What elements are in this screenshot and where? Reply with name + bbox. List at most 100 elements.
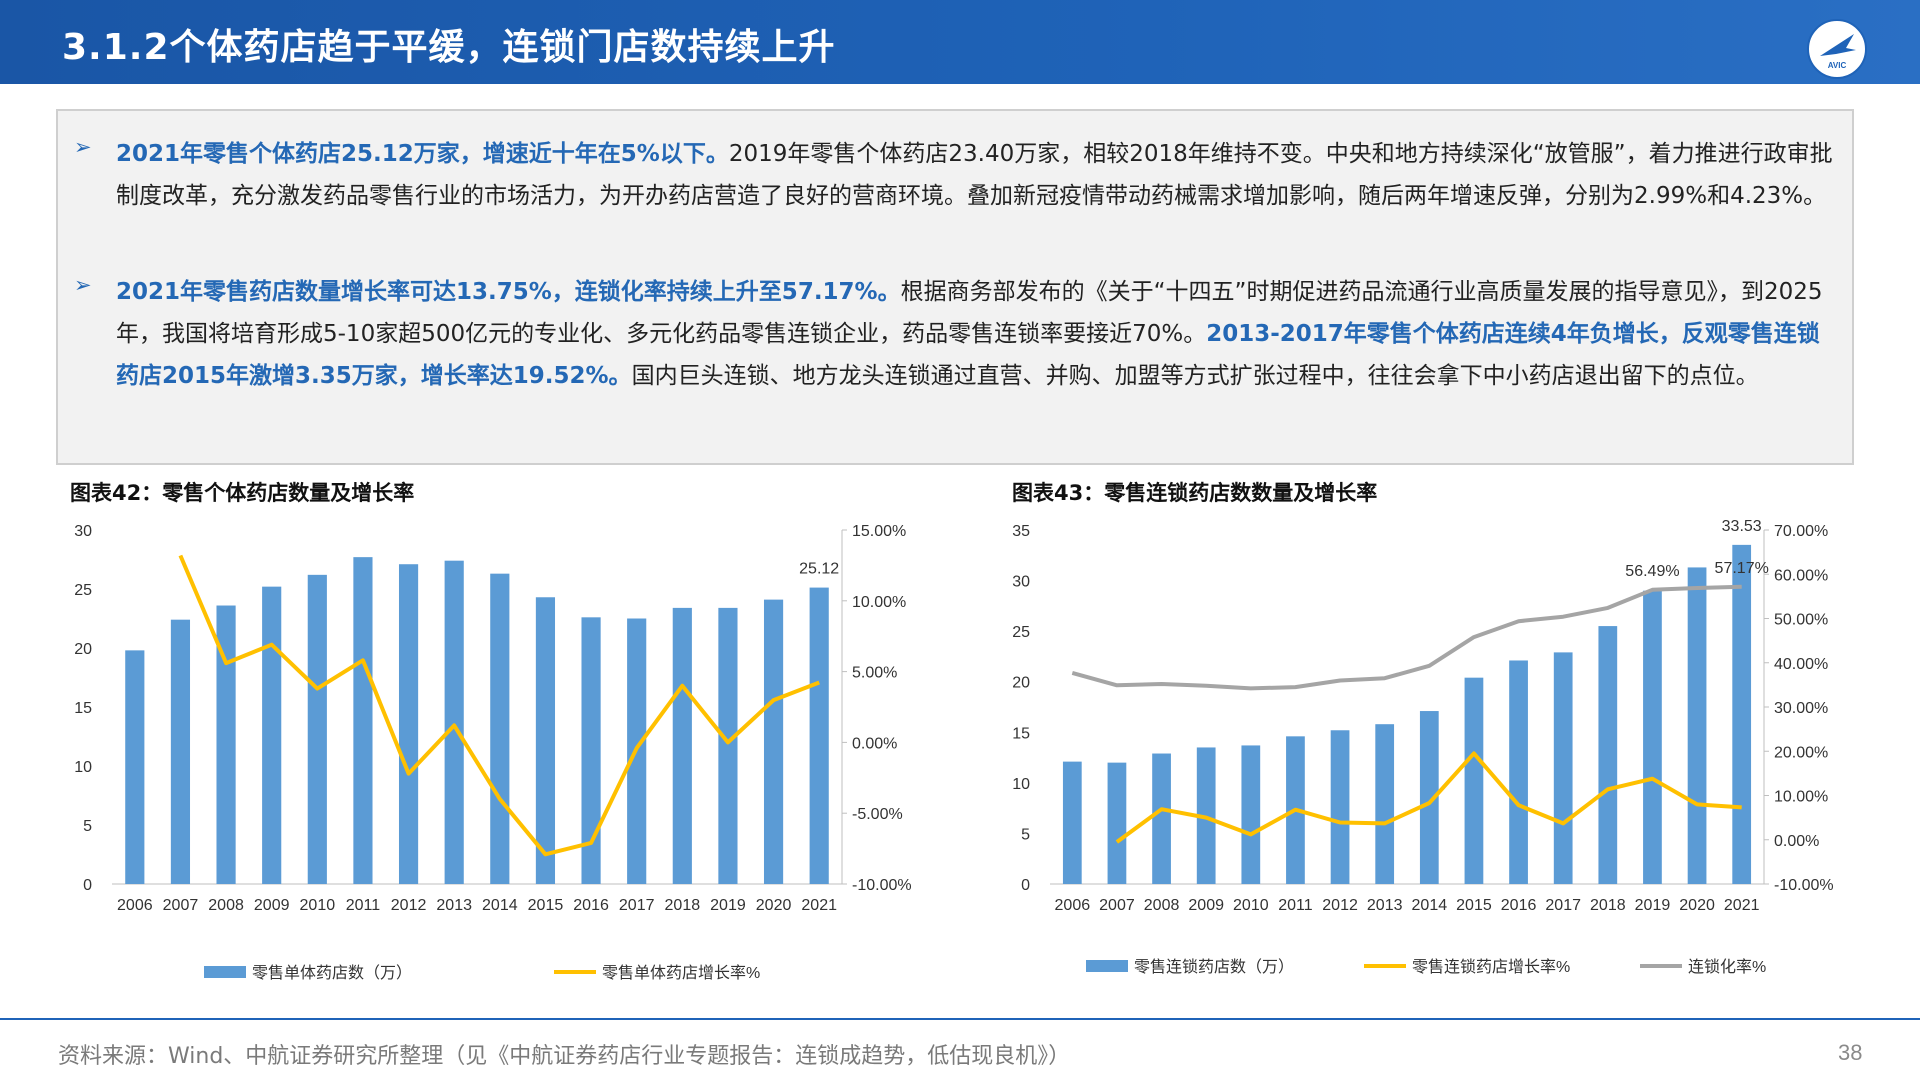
c43-right-tick-label: 60.00% (1774, 567, 1828, 584)
summary-paragraph-2: 2021年零售药店数量增长率可达13.75%，连锁化率持续上升至57.17%。根… (116, 271, 1836, 397)
c42-bar (170, 619, 191, 884)
c42-data-label: 25.12 (799, 561, 839, 578)
c43-x-tick-label: 2011 (1278, 897, 1313, 914)
c42-right-tick-label: 10.00% (852, 594, 906, 611)
highlight-text: 2013-2017年零售个体药店连续4年负增长，反观零售连锁药店2015年激增3… (116, 321, 1820, 389)
c42-legend-label: 零售单体药店增长率% (602, 964, 760, 982)
c42-x-tick-label: 2017 (619, 897, 655, 914)
c43-x-tick-label: 2012 (1322, 897, 1358, 914)
chart-43: 0 5 10 15 20 25 30 35 -10.00% 0.00% 10.00% 20.00% 30… (1012, 518, 1834, 976)
highlight-text: 2021年零售药店数量增长率可达13.75%，连锁化率持续上升至57.17%。 (116, 279, 901, 305)
c43-left-tick-label: 25 (1012, 624, 1030, 641)
c42-x-tick-label: 2018 (665, 897, 701, 914)
c42-bar (398, 564, 419, 884)
c43-left-tick-label: 15 (1012, 725, 1030, 742)
c43-x-tick-label: 2017 (1545, 897, 1581, 914)
c43-data-label: 56.49% (1625, 563, 1679, 580)
c42-x-tick-label: 2011 (346, 897, 381, 914)
c43-right-tick-label: 30.00% (1774, 700, 1828, 717)
c43-x-tick-label: 2019 (1635, 897, 1671, 914)
c42-x-tick-label: 2008 (208, 897, 244, 914)
c42-right-tick-label: -10.00% (852, 877, 912, 894)
c43-right-tick-label: 40.00% (1774, 656, 1828, 673)
c43-bar (1509, 660, 1528, 884)
c43-line-series-2 (1071, 584, 1742, 691)
c42-bar (444, 560, 464, 884)
c42-left-tick-label: 15 (74, 700, 92, 717)
c43-legend-label: 零售连锁药店增长率% (1412, 958, 1570, 976)
body-text: 2019年零售个体药店23.40万家，相较2018年维持不变。中央和地方持续深化… (116, 141, 1833, 209)
c43-x-tick-label: 2016 (1501, 897, 1537, 914)
c43-x-tick-label: 2018 (1590, 897, 1626, 914)
c42-bar (535, 597, 556, 884)
c42-x-tick-label: 2013 (436, 897, 472, 914)
title-bar: 3.1.2个体药店趋于平缓，连锁门店数持续上升 AVIC (0, 0, 1920, 84)
c43-x-tick-label: 2006 (1055, 897, 1091, 914)
c42-bar (125, 650, 145, 884)
c43-left-tick-label: 10 (1012, 776, 1030, 793)
c42-x-tick-label: 2007 (163, 897, 199, 914)
c42-legend-swatch (204, 966, 246, 978)
source-note: 资料来源：Wind、中航证券研究所整理（见《中航证券药店行业专题报告：连锁成趋势… (58, 1044, 1071, 1069)
c43-right-tick-label: 50.00% (1774, 612, 1828, 629)
c43-bar (1375, 724, 1395, 884)
c43-bar (1687, 567, 1707, 884)
c43-x-tick-label: 2015 (1456, 897, 1492, 914)
c43-data-label: 33.53 (1722, 518, 1762, 535)
c42-x-tick-label: 2019 (710, 897, 746, 914)
c43-x-tick-label: 2014 (1412, 897, 1448, 914)
c43-left-tick-label: 20 (1012, 675, 1030, 692)
c42-x-tick-label: 2016 (573, 897, 609, 914)
c42-x-tick-label: 2006 (117, 897, 153, 914)
c42-bar (809, 587, 829, 884)
c43-bar (1107, 762, 1127, 884)
c42-x-tick-label: 2015 (528, 897, 564, 914)
c42-bar (581, 617, 601, 884)
c43-bar (1062, 761, 1082, 884)
c43-x-tick-label: 2020 (1679, 897, 1715, 914)
bullet-arrow-icon: ➢ (74, 273, 92, 297)
c43-legend-label: 零售连锁药店数（万） (1134, 958, 1294, 976)
c42-left-tick-label: 5 (83, 818, 92, 835)
c43-legend-swatch (1086, 960, 1128, 972)
c43-data-label: 57.17% (1715, 560, 1769, 577)
c43-bar (1553, 652, 1573, 884)
c43-bar (1598, 626, 1618, 884)
c43-left-tick-label: 0 (1021, 877, 1030, 894)
logo-text: AVIC (1828, 61, 1847, 70)
c42-x-tick-label: 2010 (300, 897, 336, 914)
c42-bar (216, 605, 236, 884)
footer-divider (0, 1018, 1920, 1020)
c43-bar (1152, 753, 1171, 884)
c43-right-tick-label: 0.00% (1774, 833, 1819, 850)
c43-x-tick-label: 2007 (1099, 897, 1135, 914)
chart-42-title: 图表42：零售个体药店数量及增长率 (70, 481, 415, 505)
c43-right-tick-label: 10.00% (1774, 789, 1828, 806)
c42-bar (490, 573, 510, 884)
c42-left-tick-label: 30 (74, 523, 92, 540)
chart-42: 0 5 10 15 20 25 30 -10.00% -5.00% 0.00% 5.00% 10.00… (74, 523, 912, 982)
c43-bar (1241, 745, 1261, 884)
page-number: 38 (1838, 1040, 1863, 1065)
avic-logo-icon: AVIC (1807, 19, 1867, 79)
c43-right-tick-label: -10.00% (1774, 877, 1834, 894)
c42-left-tick-label: 10 (74, 759, 92, 776)
c43-left-tick-label: 5 (1021, 826, 1030, 843)
c42-right-tick-label: 0.00% (852, 735, 897, 752)
c42-x-tick-label: 2020 (756, 897, 792, 914)
c42-right-tick-label: -5.00% (852, 806, 903, 823)
c43-bar (1732, 544, 1752, 884)
c43-x-tick-label: 2009 (1188, 897, 1224, 914)
chart-43-title: 图表43：零售连锁药店数数量及增长率 (1012, 481, 1378, 505)
c43-x-tick-label: 2010 (1233, 897, 1269, 914)
c43-legend-label: 连锁化率% (1688, 958, 1766, 976)
c43-right-tick-label: 70.00% (1774, 523, 1828, 540)
bullet-arrow-icon: ➢ (74, 135, 92, 159)
c42-right-tick-label: 15.00% (852, 523, 906, 540)
page-title: 3.1.2个体药店趋于平缓，连锁门店数持续上升 (62, 27, 836, 68)
c42-bar (718, 607, 738, 884)
c42-x-tick-label: 2012 (391, 897, 427, 914)
c43-x-tick-label: 2021 (1724, 897, 1760, 914)
body-text: 根据商务部发布的《关于“十四五”时期促进药品流通行业高质量发展的指导意见》，到2… (116, 279, 1823, 347)
c43-x-tick-label: 2008 (1144, 897, 1180, 914)
